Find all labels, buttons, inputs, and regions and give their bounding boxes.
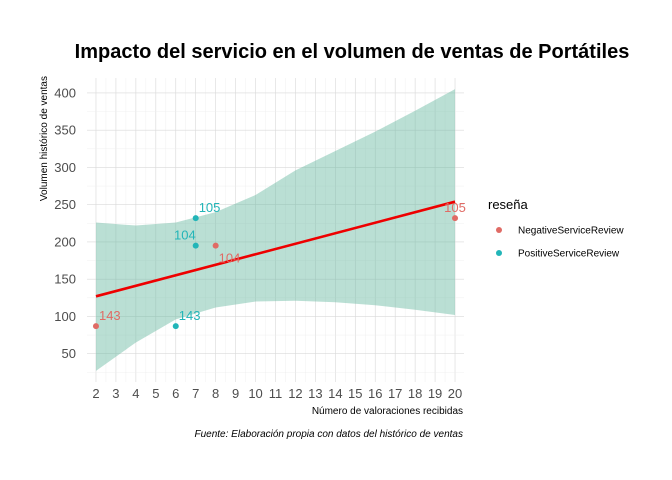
- legend-title: reseña: [488, 197, 529, 212]
- y-tick-label: 100: [54, 309, 76, 324]
- x-tick-label: 6: [172, 386, 179, 401]
- x-tick-label: 12: [288, 386, 302, 401]
- confidence-band-layer: [95, 89, 456, 371]
- point-label: 143: [99, 308, 121, 323]
- data-point: [92, 323, 99, 330]
- x-tick-label: 20: [448, 386, 462, 401]
- confidence-band: [95, 89, 456, 371]
- chart-title: Impacto del servicio en el volumen de ve…: [75, 41, 630, 63]
- regression-line-layer: [95, 200, 456, 298]
- legend-entry-label: NegativeServiceReview: [518, 226, 624, 237]
- data-point: [452, 215, 459, 222]
- y-axis-label: Volumen histórico de ventas: [39, 76, 50, 201]
- legend-key: [496, 227, 502, 233]
- x-tick-label: 10: [248, 386, 262, 401]
- x-tick-label: 13: [308, 386, 322, 401]
- points-layer: [92, 215, 459, 330]
- caption: Fuente: Elaboración propia con datos del…: [194, 429, 463, 440]
- y-tick-label: 200: [54, 234, 76, 249]
- y-tick-label: 250: [54, 197, 76, 212]
- x-tick-label: 11: [269, 386, 283, 401]
- point-label: 105: [444, 200, 466, 215]
- point-label: 104: [219, 251, 241, 266]
- x-axis-label: Número de valoraciones recibidas: [312, 406, 463, 417]
- point-label: 143: [179, 308, 201, 323]
- regression-line: [95, 200, 456, 298]
- x-tick-label: 4: [132, 386, 139, 401]
- grid: [87, 78, 464, 382]
- x-tick-label: 3: [112, 386, 119, 401]
- y-tick-label: 50: [62, 346, 76, 361]
- x-tick-label: 17: [388, 386, 402, 401]
- point-label: 104: [174, 228, 196, 243]
- x-tick-label: 5: [152, 386, 159, 401]
- data-point: [212, 242, 219, 249]
- x-tick-label: 18: [408, 386, 422, 401]
- data-point: [172, 323, 179, 330]
- x-tick-label: 8: [212, 386, 219, 401]
- x-tick-label: 2: [92, 386, 99, 401]
- y-tick-label: 300: [54, 160, 76, 175]
- data-point: [192, 242, 199, 249]
- x-tick-label: 19: [428, 386, 442, 401]
- legend: reseña NegativeServiceReview PositiveServ…: [488, 197, 624, 260]
- x-tick-label: 16: [368, 386, 382, 401]
- legend-key: [496, 250, 502, 256]
- legend-entry-label: PositiveServiceReview: [518, 249, 620, 260]
- y-tick-label: 150: [54, 272, 76, 287]
- x-tick-label: 9: [232, 386, 239, 401]
- x-tick-label: 7: [192, 386, 199, 401]
- data-point: [192, 215, 199, 222]
- x-tick-label: 15: [348, 386, 362, 401]
- y-tick-label: 400: [54, 85, 76, 100]
- y-tick-label: 350: [54, 123, 76, 138]
- y-axis-ticks: 50 100 150 200 250 300 350 400: [54, 85, 76, 361]
- x-tick-label: 14: [328, 386, 342, 401]
- point-label: 105: [199, 200, 221, 215]
- x-axis-ticks: 2 3 4 5 6 7 8 9 10 11 12 13 14 15 16 17 18 19 20: [92, 386, 462, 401]
